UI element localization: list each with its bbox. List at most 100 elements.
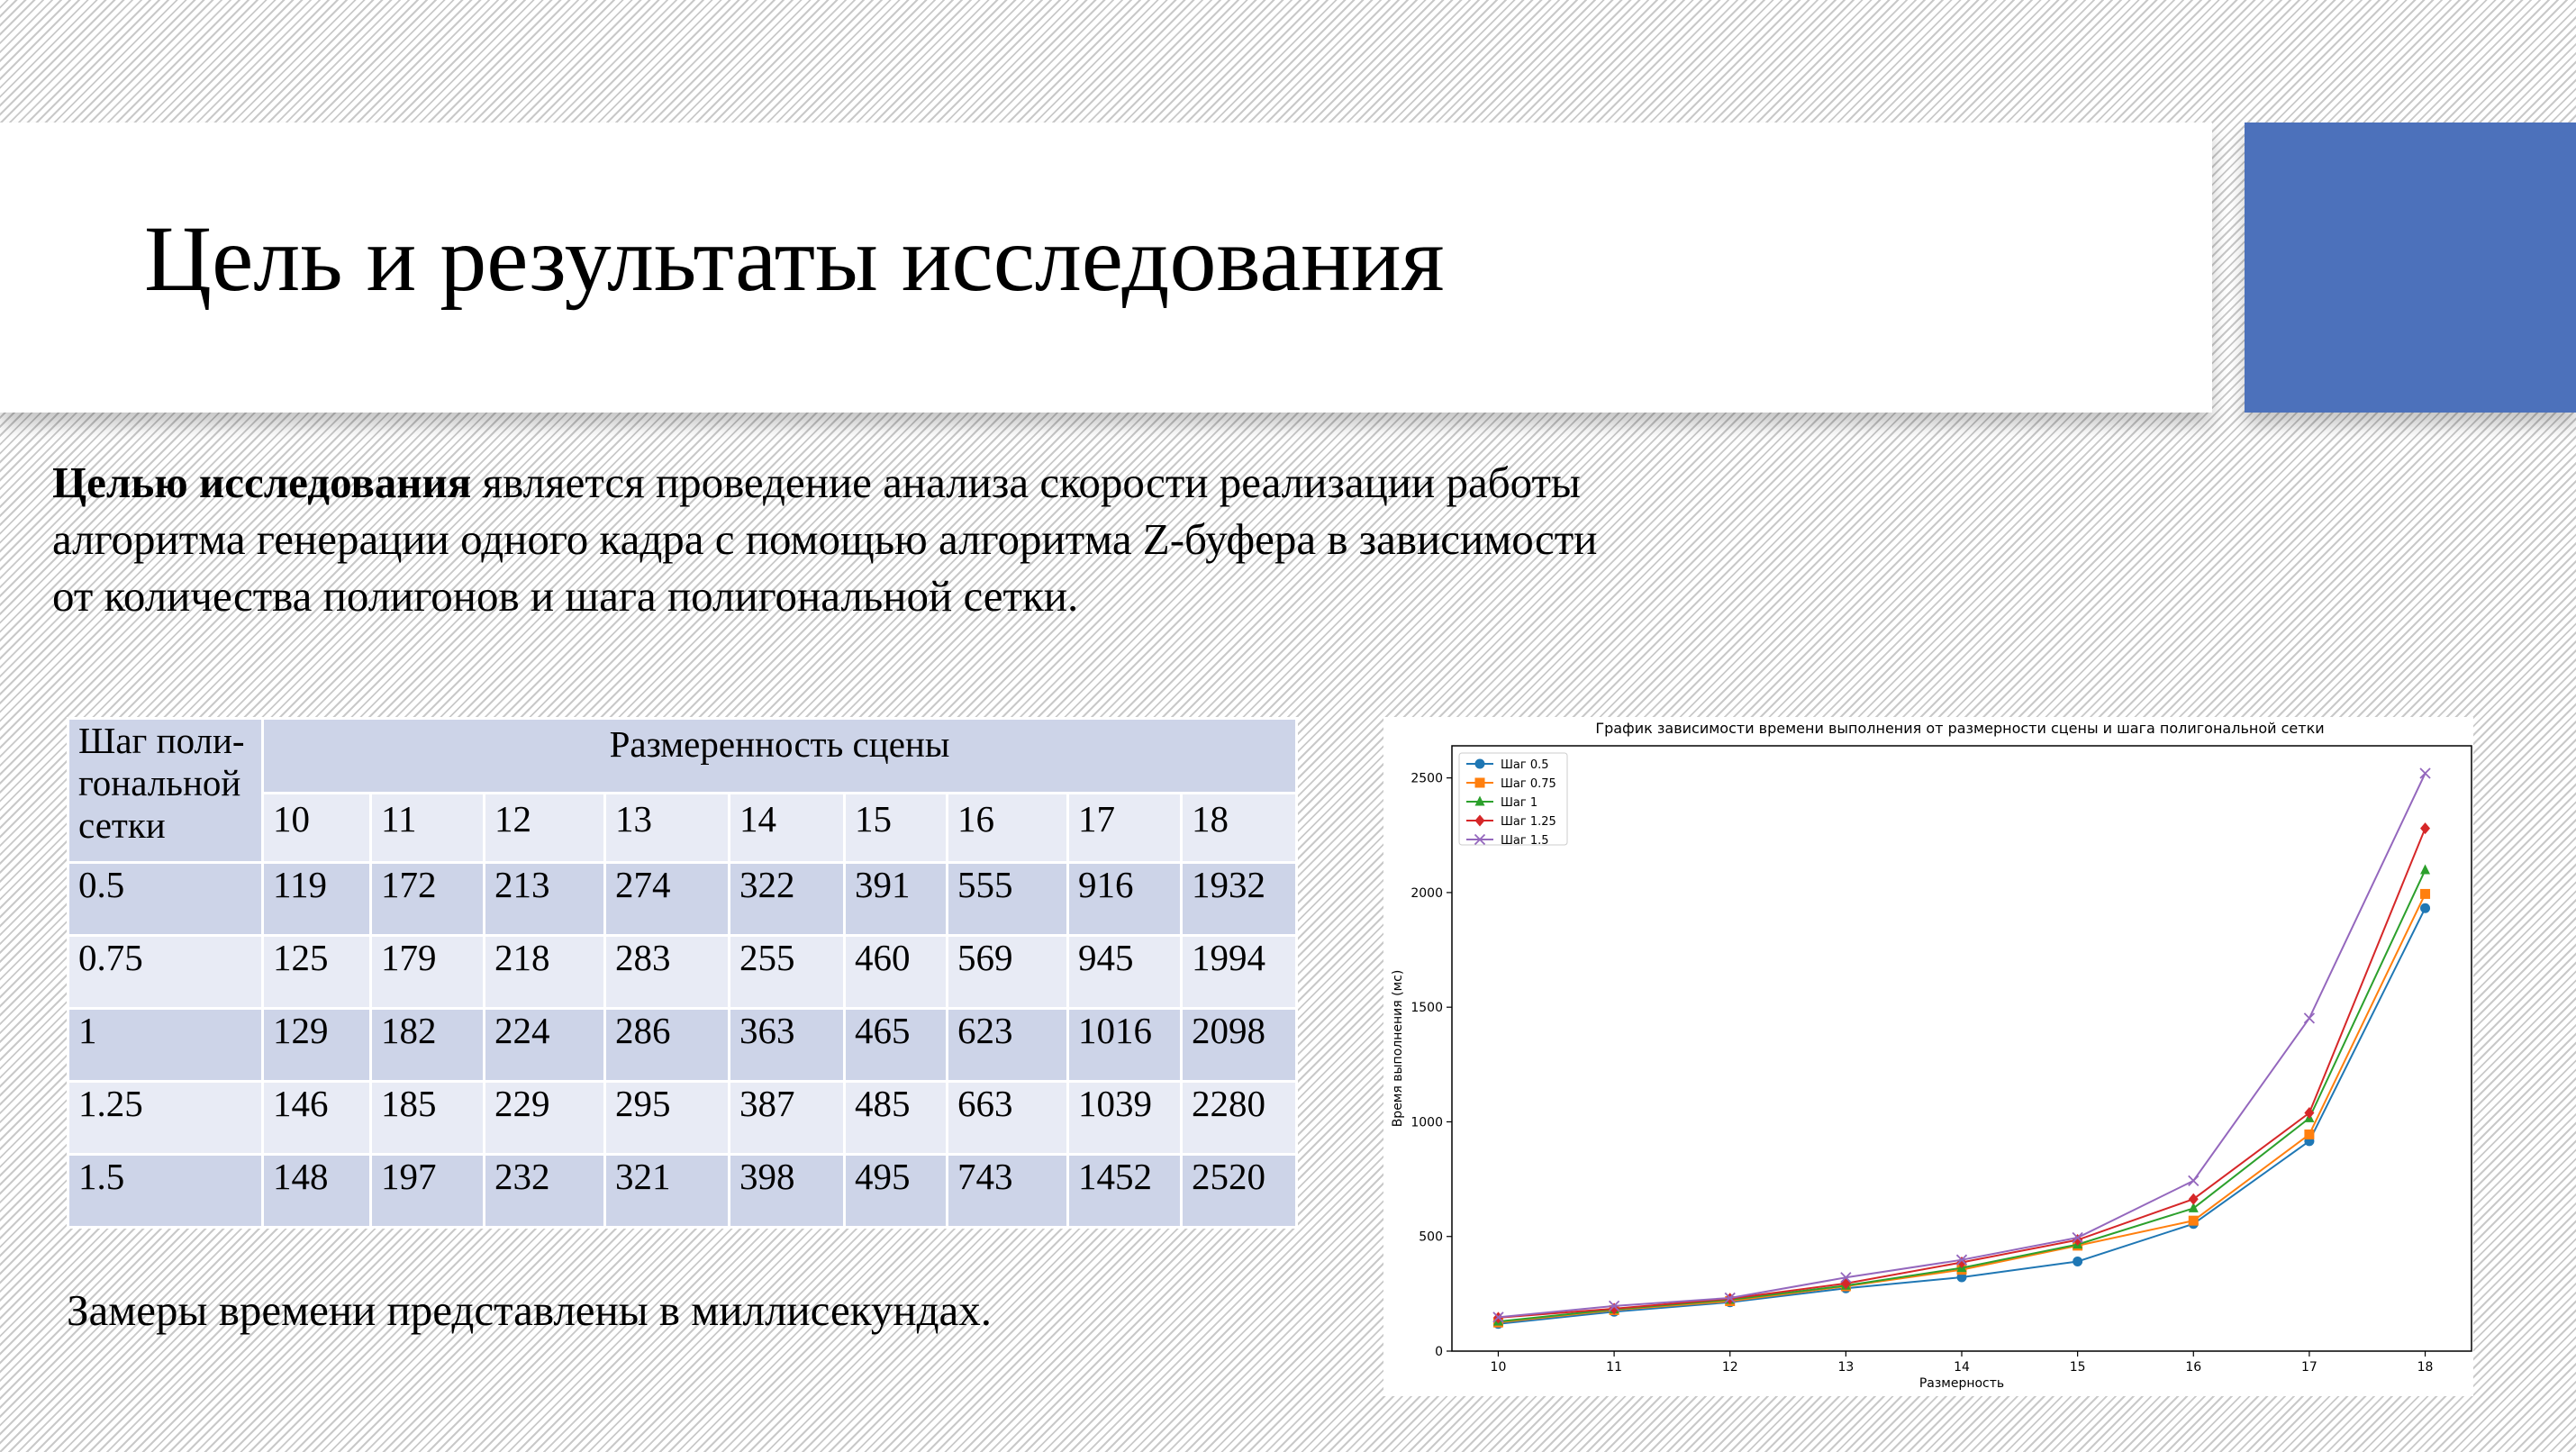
column-header: 13 bbox=[603, 792, 730, 864]
value-cell: 1039 bbox=[1066, 1080, 1183, 1156]
data-point bbox=[2420, 888, 2431, 899]
value-cell: 398 bbox=[728, 1153, 846, 1229]
legend-marker bbox=[1474, 833, 1486, 846]
x-axis-label: Размерность bbox=[1919, 1376, 2004, 1391]
goal-rest-text: является проведение анализа скорости реа… bbox=[52, 458, 1598, 621]
y-tick-label: 1500 bbox=[1410, 1001, 1443, 1015]
line-chart: График зависимости времени выполнения от… bbox=[1391, 720, 2472, 1391]
value-cell: 2280 bbox=[1180, 1080, 1298, 1156]
column-header: 18 bbox=[1180, 792, 1298, 864]
value-cell: 125 bbox=[261, 934, 372, 1010]
units-note: Замеры времени представлены в миллисекун… bbox=[67, 1285, 993, 1335]
data-point bbox=[2072, 1231, 2083, 1244]
chart-legend: Шаг 0.5 Шаг 0.75 Шаг 1 Шаг 1.25 Шаг 1.5 bbox=[1458, 752, 1568, 848]
data-point bbox=[2304, 1129, 2315, 1139]
value-cell: 224 bbox=[483, 1007, 606, 1083]
y-tick-label: 1000 bbox=[1410, 1115, 1443, 1130]
step-cell: 0.75 bbox=[67, 934, 264, 1010]
y-axis-label: Время выполнения (мс) bbox=[1391, 970, 1405, 1128]
value-cell: 1994 bbox=[1180, 934, 1298, 1010]
plot-frame bbox=[1451, 745, 2472, 1352]
legend-entry: Шаг 1.5 bbox=[1501, 834, 1549, 848]
x-axis: 10 11 12 13 14 15 16 17 18 bbox=[1491, 1351, 2433, 1375]
value-cell: 295 bbox=[603, 1080, 730, 1156]
step-header-text: Шаг поли-гональной сетки bbox=[78, 720, 245, 846]
value-cell: 229 bbox=[483, 1080, 606, 1156]
results-table: Шаг поли-гональной сетки Размеренность с… bbox=[67, 717, 1298, 1229]
value-cell: 465 bbox=[843, 1007, 948, 1083]
table-header-row: Шаг поли-гональной сетки Размеренность с… bbox=[67, 717, 1298, 864]
value-cell: 1016 bbox=[1066, 1007, 1183, 1083]
table-columns-row: 10 11 12 13 14 15 16 17 18 bbox=[68, 792, 1298, 864]
legend-entry: Шаг 0.5 bbox=[1501, 758, 1549, 772]
value-cell: 146 bbox=[261, 1080, 372, 1156]
step-header-cell: Шаг поли-гональной сетки bbox=[67, 717, 264, 864]
data-point bbox=[2188, 1215, 2199, 1226]
value-cell: 274 bbox=[603, 861, 730, 937]
goal-paragraph: Целью исследования является проведение а… bbox=[52, 454, 1637, 624]
value-cell: 255 bbox=[728, 934, 846, 1010]
y-tick-label: 2500 bbox=[1410, 772, 1443, 786]
value-cell: 387 bbox=[728, 1080, 846, 1156]
value-cell: 172 bbox=[369, 861, 485, 937]
step-cell: 0.5 bbox=[67, 861, 264, 937]
data-point bbox=[2188, 1193, 2199, 1205]
column-header: 12 bbox=[483, 792, 606, 864]
value-cell: 495 bbox=[843, 1153, 948, 1229]
value-cell: 945 bbox=[1066, 934, 1183, 1010]
data-point bbox=[1955, 1254, 1968, 1266]
series-layer bbox=[1492, 767, 2431, 1329]
data-point bbox=[2188, 1202, 2199, 1212]
x-tick-label: 10 bbox=[1491, 1360, 1507, 1375]
legend-marker bbox=[1474, 814, 1485, 827]
data-point bbox=[2304, 1107, 2315, 1120]
data-point bbox=[1492, 1311, 1504, 1323]
value-cell: 197 bbox=[369, 1153, 485, 1229]
value-cell: 2098 bbox=[1180, 1007, 1298, 1083]
legend-marker bbox=[1474, 758, 1485, 769]
table-row: 1.5 148 197 232 321 398 495 743 1452 252… bbox=[67, 1153, 1298, 1229]
value-cell: 743 bbox=[946, 1153, 1069, 1229]
data-point bbox=[1608, 1300, 1620, 1311]
table-row: 1 129 182 224 286 363 465 623 1016 2098 bbox=[67, 1007, 1298, 1083]
data-point bbox=[2420, 864, 2431, 875]
x-tick-label: 13 bbox=[1837, 1360, 1854, 1375]
value-cell: 322 bbox=[728, 861, 846, 937]
legend-entry: Шаг 1 bbox=[1501, 796, 1537, 810]
value-cell: 460 bbox=[843, 934, 948, 1010]
slide-title: Цель и результаты исследования bbox=[144, 207, 1445, 311]
value-cell: 119 bbox=[261, 861, 372, 937]
value-cell: 916 bbox=[1066, 861, 1183, 937]
y-axis: 0 500 1000 1500 2000 2500 bbox=[1410, 772, 1452, 1359]
value-cell: 2520 bbox=[1180, 1153, 1298, 1229]
value-cell: 363 bbox=[728, 1007, 846, 1083]
legend-entry: Шаг 0.75 bbox=[1501, 777, 1556, 791]
legend-box bbox=[1458, 752, 1568, 846]
column-header: 14 bbox=[728, 792, 846, 864]
value-cell: 179 bbox=[369, 934, 485, 1010]
data-point bbox=[1724, 1292, 1736, 1304]
column-header: 15 bbox=[843, 792, 948, 864]
legend-marker bbox=[1474, 777, 1485, 788]
legend-entry: Шаг 1.25 bbox=[1501, 815, 1556, 829]
value-cell: 569 bbox=[946, 934, 1069, 1010]
chart-title: График зависимости времени выполнения от… bbox=[1595, 720, 2324, 737]
table-row: 0.75 125 179 218 283 255 460 569 945 199… bbox=[67, 934, 1298, 1010]
value-cell: 185 bbox=[369, 1080, 485, 1156]
column-header: 17 bbox=[1066, 792, 1183, 864]
value-cell: 321 bbox=[603, 1153, 730, 1229]
value-cell: 623 bbox=[946, 1007, 1069, 1083]
value-cell: 1452 bbox=[1066, 1153, 1183, 1229]
value-cell: 391 bbox=[843, 861, 948, 937]
column-header: 10 bbox=[261, 792, 372, 864]
step-cell: 1.25 bbox=[67, 1080, 264, 1156]
dim-header-cell: Размеренность сцены bbox=[261, 717, 1298, 794]
table-row: 0.5 119 172 213 274 322 391 555 916 1932 bbox=[67, 861, 1298, 937]
legend-marker bbox=[1474, 795, 1485, 806]
x-tick-label: 11 bbox=[1606, 1360, 1622, 1375]
goal-bold-text: Целью исследования bbox=[52, 458, 472, 507]
series-x bbox=[1492, 767, 2431, 1323]
dim-header-text: Размеренность сцены bbox=[609, 723, 950, 765]
data-point bbox=[2420, 903, 2431, 913]
value-cell: 129 bbox=[261, 1007, 372, 1083]
